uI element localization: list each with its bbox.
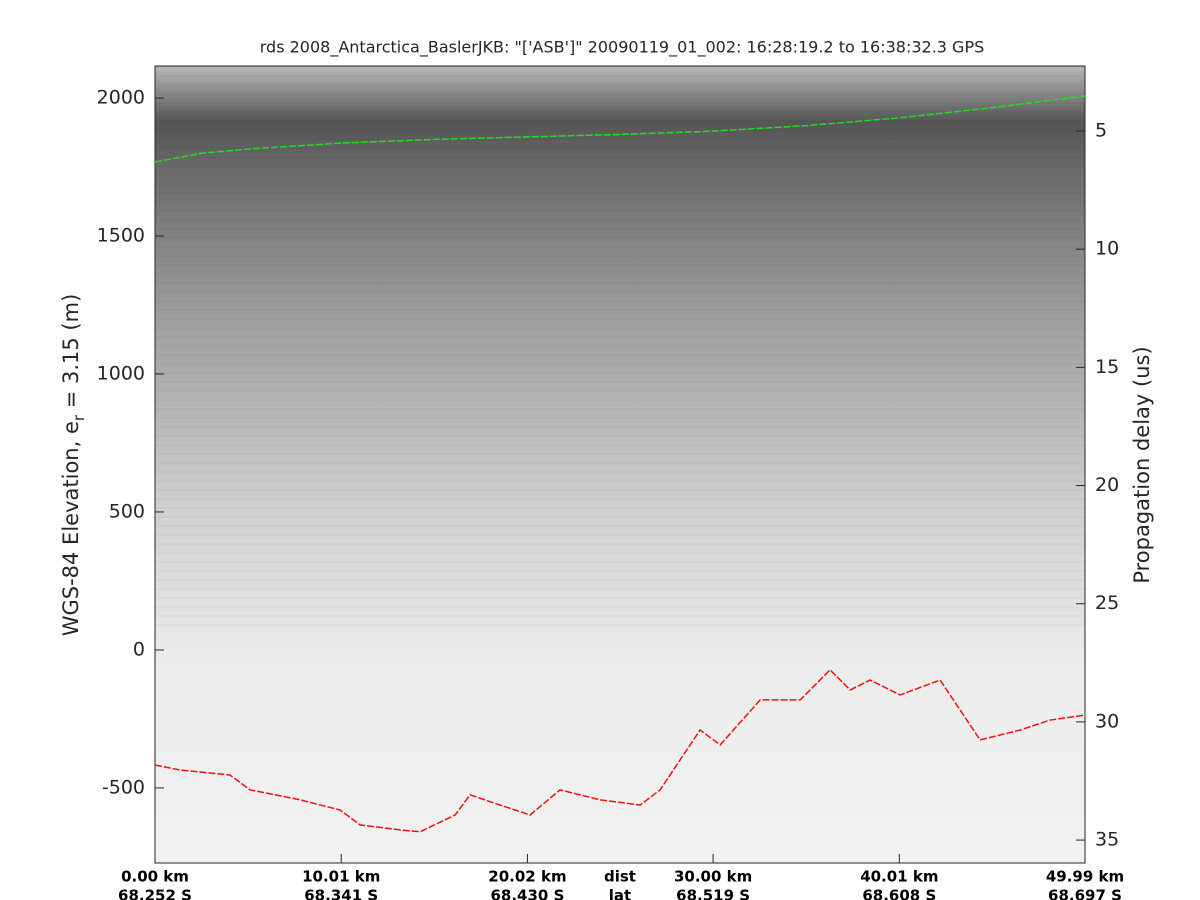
x2-axis-label: lat <box>609 887 631 900</box>
chart-title: rds 2008_Antarctica_BaslerJKB: "['ASB']"… <box>260 38 985 58</box>
x-lat-label: 68.697 S <box>1048 887 1122 900</box>
x-tick-label: 0.00 km <box>121 868 189 886</box>
x-lat-label: 68.608 S <box>862 887 936 900</box>
y2-tick-label: 10 <box>1095 238 1119 260</box>
y2-tick-label: 35 <box>1095 829 1119 851</box>
y-tick-label: -500 <box>102 776 145 798</box>
y2-tick-label: 5 <box>1095 119 1107 141</box>
y-tick-label: 1500 <box>97 224 145 246</box>
y-tick-label: 1000 <box>97 362 145 384</box>
plot-frame <box>154 65 1086 864</box>
x-lat-label: 68.430 S <box>490 887 564 900</box>
x-lat-label: 68.519 S <box>676 887 750 900</box>
y2-axis-label: Propagation delay (us) <box>1130 346 1154 583</box>
layer-line <box>154 668 1086 833</box>
layer-line <box>154 95 1086 163</box>
x-axis-label: dist <box>604 868 636 886</box>
x-tick-label: 10.01 km <box>302 868 380 886</box>
y2-tick-label: 30 <box>1095 710 1119 732</box>
y-tick-label: 500 <box>109 500 145 522</box>
y-axis-label-part: = 3.15 (m) <box>59 294 83 415</box>
x-tick-label: 20.02 km <box>488 868 566 886</box>
y-axis-label-sub: r <box>70 414 88 421</box>
echogram-layers <box>155 66 1085 626</box>
y2-tick-label: 20 <box>1095 474 1119 496</box>
y-tick-label: 0 <box>133 638 145 660</box>
x-lat-label: 68.252 S <box>118 887 192 900</box>
x-tick-label: 40.01 km <box>860 868 938 886</box>
y-axis-label: WGS-84 Elevation, er = 3.15 (m) <box>59 294 88 637</box>
x-tick-label: 49.99 km <box>1046 868 1124 886</box>
x-tick-label: 30.00 km <box>674 868 752 886</box>
x-lat-label: 68.341 S <box>304 887 378 900</box>
y2-tick-label: 15 <box>1095 356 1119 378</box>
y-tick-label: 2000 <box>97 87 145 109</box>
y2-tick-label: 25 <box>1095 592 1119 614</box>
y-axis-label-part: WGS-84 Elevation, e <box>59 421 83 636</box>
